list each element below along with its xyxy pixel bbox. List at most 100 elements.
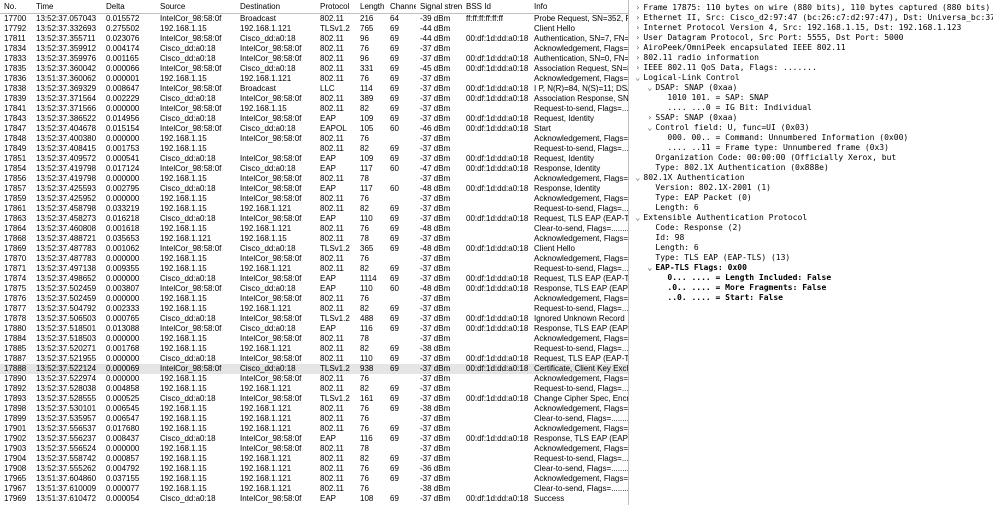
column-header[interactable]: Source xyxy=(156,0,236,14)
packet-row[interactable]: 1788813:52:37.5221240.000069IntelCor_98:… xyxy=(0,364,628,374)
tree-node[interactable]: Version: 802.1X-2001 (1) xyxy=(635,183,993,193)
tree-node[interactable]: ⌄Extensible Authentication Protocol xyxy=(635,213,993,223)
tree-node-label: DSAP: SNAP (0xaa) xyxy=(655,83,737,92)
packet-row[interactable]: 1783413:52:37.3599120.004174Cisco_dd:a0:… xyxy=(0,44,628,54)
packet-row[interactable]: 1786913:52:37.4877830.001062IntelCor_98:… xyxy=(0,244,628,254)
packet-row[interactable]: 1788513:52:37.5202710.001768192.168.1.15… xyxy=(0,344,628,354)
packet-row[interactable]: 1787513:52:37.5024590.003807IntelCor_98:… xyxy=(0,284,628,294)
packet-row[interactable]: 1796713:51:37.6100090.000077192.168.1.15… xyxy=(0,484,628,494)
packet-row[interactable]: 1788413:52:37.5185030.000000192.168.1.15… xyxy=(0,334,628,344)
tree-node[interactable]: 0... .... = Length Included: False xyxy=(635,273,993,283)
tree-node[interactable]: ›SSAP: SNAP (0xaa) xyxy=(635,113,993,123)
column-header[interactable]: Time xyxy=(32,0,102,14)
column-header[interactable]: BSS Id xyxy=(462,0,530,14)
tree-node[interactable]: ⌄DSAP: SNAP (0xaa) xyxy=(635,83,993,93)
tree-node[interactable]: ⌄802.1X Authentication xyxy=(635,173,993,183)
tree-node-label: User Datagram Protocol, Src Port: 5555, … xyxy=(643,33,903,42)
packet-row[interactable]: 1790213:52:37.5562370.008437Cisco_dd:a0:… xyxy=(0,434,628,444)
packet-row[interactable]: 1786413:52:37.4608080.001618192.168.1.15… xyxy=(0,224,628,234)
column-header[interactable]: Protocol xyxy=(316,0,356,14)
packet-row[interactable]: 1785413:52:37.4197980.017124IntelCor_98:… xyxy=(0,164,628,174)
tree-node[interactable]: ..0. .... = Start: False xyxy=(635,293,993,303)
packet-row[interactable]: 1789313:52:37.5285550.000525Cisco_dd:a0:… xyxy=(0,394,628,404)
packet-row[interactable]: 1796513:51:37.6048600.037155192.168.1.15… xyxy=(0,474,628,484)
tree-node[interactable]: ›AiroPeek/OmniPeek encapsulated IEEE 802… xyxy=(635,43,993,53)
packet-row[interactable]: 1781113:52:37.3557110.023076IntelCor_98:… xyxy=(0,34,628,44)
tree-node-label: 802.1X Authentication xyxy=(643,173,744,182)
packet-row[interactable]: 1789913:52:37.5359570.006547192.168.1.15… xyxy=(0,414,628,424)
packet-row[interactable]: 1790813:52:37.5552620.004792192.168.1.15… xyxy=(0,464,628,474)
packet-row[interactable]: 1790313:52:37.5565240.000000192.168.1.15… xyxy=(0,444,628,454)
packet-row[interactable]: 1784913:52:37.4084150.001753192.168.1.15… xyxy=(0,144,628,154)
packet-row[interactable]: 1796913:51:37.6104720.000054Cisco_dd:a0:… xyxy=(0,494,628,504)
packet-row[interactable]: 1784713:52:37.4046780.015154IntelCor_98:… xyxy=(0,124,628,134)
packet-row[interactable]: 1783513:52:37.3600420.000066IntelCor_98:… xyxy=(0,64,628,74)
column-header[interactable]: Channel xyxy=(386,0,416,14)
packet-row[interactable]: 1785913:52:37.4259520.000000192.168.1.15… xyxy=(0,194,628,204)
tree-node[interactable]: Organization Code: 00:00:00 (Officially … xyxy=(635,153,993,163)
tree-node[interactable]: ›802.11 radio information xyxy=(635,53,993,63)
packet-detail-panel[interactable]: ›Frame 17875: 110 bytes on wire (880 bit… xyxy=(629,0,999,505)
column-header[interactable]: Info xyxy=(530,0,628,14)
packet-row[interactable]: 1789013:52:37.5229740.000000192.168.1.15… xyxy=(0,374,628,384)
tree-node[interactable]: ⌄Control field: U, func=UI (0x03) xyxy=(635,123,993,133)
packet-row[interactable]: 1788013:52:37.5185010.013088IntelCor_98:… xyxy=(0,324,628,334)
packet-row[interactable]: 1779213:52:37.3326930.275502192.168.1.15… xyxy=(0,24,628,34)
packet-row[interactable]: 1787413:52:37.4986520.000000Cisco_dd:a0:… xyxy=(0,274,628,284)
packet-row[interactable]: 1784313:52:37.3865220.014956Cisco_dd:a0:… xyxy=(0,114,628,124)
tree-node[interactable]: Length: 6 xyxy=(635,243,993,253)
tree-node[interactable]: Type: EAP Packet (0) xyxy=(635,193,993,203)
packet-row[interactable]: 1789813:52:37.5301010.006545192.168.1.15… xyxy=(0,404,628,414)
packet-row[interactable]: 1783613:51:37.3600620.000001192.168.1.15… xyxy=(0,74,628,84)
column-header[interactable]: Delta xyxy=(102,0,156,14)
column-header[interactable]: Length xyxy=(356,0,386,14)
tree-node[interactable]: ⌄Logical-Link Control xyxy=(635,73,993,83)
tree-node[interactable]: ›Ethernet II, Src: Cisco_d2:97:47 (bc:26… xyxy=(635,13,993,23)
tree-node[interactable]: Id: 98 xyxy=(635,233,993,243)
column-header[interactable]: No. xyxy=(0,0,32,14)
tree-node[interactable]: ›Internet Protocol Version 4, Src: 192.1… xyxy=(635,23,993,33)
tree-node-label: Organization Code: 00:00:00 (Officially … xyxy=(655,153,896,162)
packet-row[interactable]: 1785613:52:37.4197980.000000192.168.1.15… xyxy=(0,174,628,184)
packet-row[interactable]: 1789213:52:37.5280380.004858192.168.1.15… xyxy=(0,384,628,394)
packet-row[interactable]: 1784113:52:37.3715660.000000IntelCor_98:… xyxy=(0,104,628,114)
packet-row[interactable]: 1787113:52:37.4971380.009355192.168.1.15… xyxy=(0,264,628,274)
packet-table-header[interactable]: No.TimeDeltaSourceDestinationProtocolLen… xyxy=(0,0,628,14)
packet-row[interactable]: 1790413:52:37.5587420.000857192.168.1.15… xyxy=(0,454,628,464)
packet-list-panel[interactable]: No.TimeDeltaSourceDestinationProtocolLen… xyxy=(0,0,629,505)
tree-node[interactable]: ›User Datagram Protocol, Src Port: 5555,… xyxy=(635,33,993,43)
tree-node[interactable]: Code: Response (2) xyxy=(635,223,993,233)
packet-row[interactable]: 1786313:52:37.4582730.016218Cisco_dd:a0:… xyxy=(0,214,628,224)
packet-row[interactable]: 1783313:52:37.3599760.001165Cisco_dd:a0:… xyxy=(0,54,628,64)
tree-node[interactable]: .... ...0 = IG Bit: Individual xyxy=(635,103,993,113)
packet-row[interactable]: 1787713:52:37.5047920.002333192.168.1.15… xyxy=(0,304,628,314)
tree-node[interactable]: ⌄EAP-TLS Flags: 0x00 xyxy=(635,263,993,273)
packet-row[interactable]: 1788713:52:37.5219550.000000Cisco_dd:a0:… xyxy=(0,354,628,364)
packet-row[interactable]: 1783813:52:37.3693290.008647IntelCor_98:… xyxy=(0,84,628,94)
packet-row[interactable]: 1785713:52:37.4255930.002795Cisco_dd:a0:… xyxy=(0,184,628,194)
packet-row[interactable]: 1787613:52:37.5024590.000000192.168.1.15… xyxy=(0,294,628,304)
packet-row[interactable]: 1784813:52:37.4003800.000000192.168.1.15… xyxy=(0,134,628,144)
tree-node[interactable]: ›Frame 17875: 110 bytes on wire (880 bit… xyxy=(635,3,993,13)
tree-node-label: Length: 6 xyxy=(655,243,698,252)
packet-row[interactable]: 1786113:52:37.4587980.033219192.168.1.15… xyxy=(0,204,628,214)
tree-node-label: Extensible Authentication Protocol xyxy=(643,213,807,222)
tree-node[interactable]: Type: 802.1X Authentication (0x888e) xyxy=(635,163,993,173)
packet-row[interactable]: 1786813:52:37.4887210.035653192.168.1.12… xyxy=(0,234,628,244)
column-header[interactable]: Destination xyxy=(236,0,316,14)
packet-row[interactable]: 1787013:52:37.4877830.000000192.168.1.15… xyxy=(0,254,628,264)
tree-node[interactable]: 000. 00.. = Command: Unnumbered Informat… xyxy=(635,133,993,143)
packet-row[interactable]: 1770013:52:37.0570430.015572IntelCor_98:… xyxy=(0,14,628,25)
tree-node[interactable]: ›IEEE 802.11 QoS Data, Flags: ....... xyxy=(635,63,993,73)
tree-node-label: 0... .... = Length Included: False xyxy=(667,273,831,282)
tree-node[interactable]: Type: TLS EAP (EAP-TLS) (13) xyxy=(635,253,993,263)
tree-node[interactable]: .... ..11 = Frame type: Unnumbered frame… xyxy=(635,143,993,153)
column-header[interactable]: Signal strength xyxy=(416,0,462,14)
packet-row[interactable]: 1785113:52:37.4095720.000541Cisco_dd:a0:… xyxy=(0,154,628,164)
packet-row[interactable]: 1783913:52:37.3715640.002229Cisco_dd:a0:… xyxy=(0,94,628,104)
tree-node[interactable]: .0.. .... = More Fragments: False xyxy=(635,283,993,293)
packet-row[interactable]: 1787813:52:37.5065030.000765Cisco_dd:a0:… xyxy=(0,314,628,324)
packet-row[interactable]: 1790113:52:37.5565370.017680192.168.1.15… xyxy=(0,424,628,434)
tree-node[interactable]: 1010 101. = SAP: SNAP xyxy=(635,93,993,103)
tree-node[interactable]: Length: 6 xyxy=(635,203,993,213)
